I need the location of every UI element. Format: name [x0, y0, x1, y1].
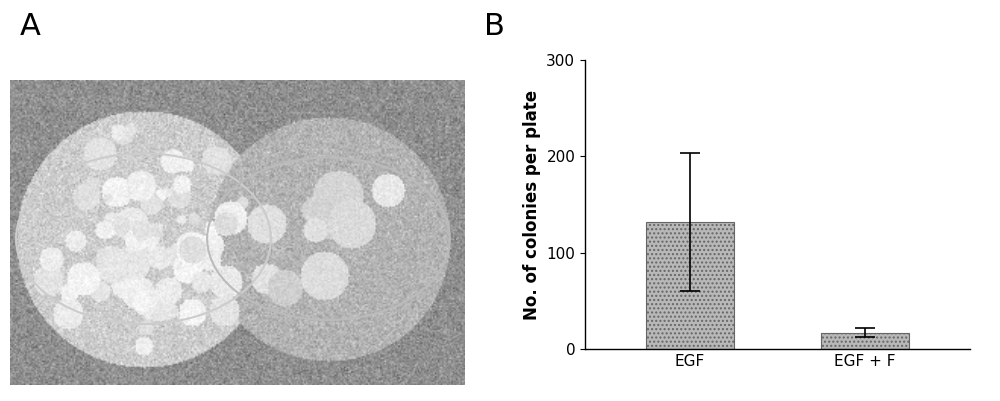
Y-axis label: No. of colonies per plate: No. of colonies per plate [523, 89, 541, 320]
Text: A: A [20, 12, 41, 41]
Text: B: B [484, 12, 505, 41]
Bar [646, 222, 734, 349]
Bar [821, 332, 909, 349]
